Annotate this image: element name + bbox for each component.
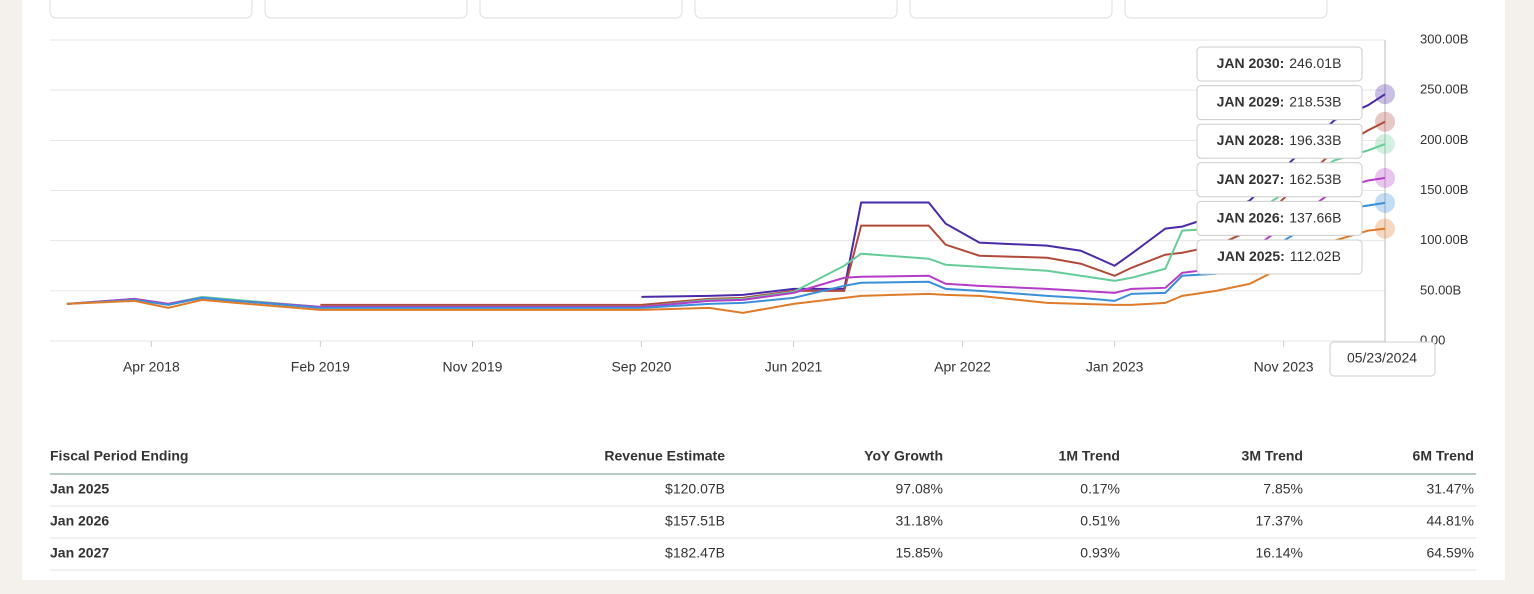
table-header: 3M Trend bbox=[1242, 448, 1303, 464]
table-cell: 15.85% bbox=[896, 545, 943, 561]
table-cell: 97.08% bbox=[896, 481, 943, 497]
table-header: Fiscal Period Ending bbox=[50, 448, 188, 464]
table-cell: Jan 2025 bbox=[50, 481, 109, 497]
crosshair-label-box bbox=[1329, 341, 1436, 377]
tooltip-value: 112.02B bbox=[1290, 248, 1341, 264]
tooltip-label: JAN 2029: bbox=[1217, 93, 1285, 109]
x-tick-label: Feb 2019 bbox=[291, 359, 350, 375]
table-cell: $157.51B bbox=[665, 513, 725, 529]
table-header: YoY Growth bbox=[864, 448, 943, 464]
table-cell: 64.59% bbox=[1427, 545, 1474, 561]
table-cell: 7.85% bbox=[1263, 481, 1303, 497]
tooltip-value: 196.33B bbox=[1289, 132, 1341, 148]
series-line bbox=[66, 227, 1386, 314]
x-tick-label: Nov 2019 bbox=[442, 359, 502, 375]
tooltip-value: 218.53B bbox=[1289, 93, 1341, 109]
tooltip-value: 162.53B bbox=[1289, 171, 1341, 187]
button[interactable] bbox=[479, 0, 683, 19]
hover-point bbox=[1375, 218, 1395, 239]
tooltip-label: JAN 2026: bbox=[1217, 209, 1285, 225]
y-tick-label: 150.00B bbox=[1420, 182, 1468, 197]
table-header: 6M Trend bbox=[1413, 448, 1474, 464]
tooltips: JAN 2030: 246.01B JAN 2029: 218.53B JAN 2028… bbox=[1196, 46, 1436, 377]
button[interactable] bbox=[264, 0, 468, 19]
grid: 0.0050.00B100.00B150.00B200.00B250.00B30… bbox=[50, 31, 1468, 375]
table-cell: 44.81% bbox=[1427, 513, 1474, 529]
table-header: Revenue Estimate bbox=[604, 448, 725, 464]
x-tick-label: Jun 2021 bbox=[765, 359, 823, 375]
table-cell: 31.47% bbox=[1427, 481, 1474, 497]
y-tick-label: 200.00B bbox=[1420, 132, 1468, 147]
table-cell: 0.93% bbox=[1080, 545, 1120, 561]
tooltip-box bbox=[1196, 200, 1363, 236]
x-tick-label: Nov 2023 bbox=[1254, 359, 1314, 375]
button[interactable] bbox=[909, 0, 1113, 19]
y-tick-label: 50.00B bbox=[1420, 282, 1461, 297]
crosshair-label: 05/23/2024 bbox=[1347, 350, 1417, 366]
x-tick-label: Apr 2018 bbox=[123, 359, 180, 375]
tooltip-label: JAN 2030: bbox=[1217, 55, 1285, 71]
y-tick-label: 300.00B bbox=[1420, 31, 1468, 46]
x-tick-label: Apr 2022 bbox=[934, 359, 991, 375]
table-cell: $120.07B bbox=[665, 481, 725, 497]
y-tick-label: 250.00B bbox=[1420, 82, 1468, 97]
button[interactable] bbox=[1124, 0, 1328, 19]
table-cell: Jan 2026 bbox=[50, 513, 109, 529]
button[interactable] bbox=[49, 0, 253, 19]
hover-point bbox=[1375, 134, 1395, 155]
tooltip-label: JAN 2025: bbox=[1217, 248, 1285, 264]
tooltip-value: 246.01B bbox=[1289, 55, 1341, 71]
tooltip-text: JAN 2028: 196.33B bbox=[1217, 132, 1342, 148]
x-tick-label: Sep 2020 bbox=[611, 359, 671, 375]
hover-point bbox=[1375, 167, 1395, 188]
hover-point bbox=[1375, 111, 1395, 132]
tooltip-box bbox=[1196, 123, 1363, 159]
table-cell: 0.17% bbox=[1080, 481, 1120, 497]
table-cell: 31.18% bbox=[896, 513, 943, 529]
table-header: 1M Trend bbox=[1059, 448, 1120, 464]
table-cell: Jan 2027 bbox=[50, 545, 109, 561]
top-buttons bbox=[49, 0, 1328, 19]
tooltip-box bbox=[1196, 239, 1363, 275]
tooltip-label: JAN 2027: bbox=[1217, 171, 1285, 187]
table-cell: 17.37% bbox=[1256, 513, 1303, 529]
tooltip-text: JAN 2027: 162.53B bbox=[1217, 171, 1342, 187]
table: Fiscal Period Ending Revenue Estimate YoY … bbox=[50, 448, 1476, 571]
tooltip-text: JAN 2026: 137.66B bbox=[1217, 209, 1342, 225]
hover-point bbox=[1375, 192, 1395, 213]
tooltip-label: JAN 2028: bbox=[1217, 132, 1285, 148]
tooltip-text: JAN 2025: 112.02B bbox=[1217, 248, 1341, 264]
hover-point bbox=[1375, 84, 1395, 105]
tooltip-box bbox=[1196, 85, 1363, 121]
tooltip-text: JAN 2029: 218.53B bbox=[1217, 93, 1342, 109]
tooltip-text: JAN 2030: 246.01B bbox=[1217, 55, 1342, 71]
x-tick-label: Jan 2023 bbox=[1086, 359, 1144, 375]
table-cell: $182.47B bbox=[665, 545, 725, 561]
tooltip-box bbox=[1196, 162, 1363, 198]
tooltip-box bbox=[1196, 46, 1363, 82]
y-tick-label: 100.00B bbox=[1420, 232, 1468, 247]
tooltip-value: 137.66B bbox=[1289, 209, 1341, 225]
table-cell: 0.51% bbox=[1080, 513, 1120, 529]
table-cell: 16.14% bbox=[1256, 545, 1303, 561]
button[interactable] bbox=[694, 0, 898, 19]
